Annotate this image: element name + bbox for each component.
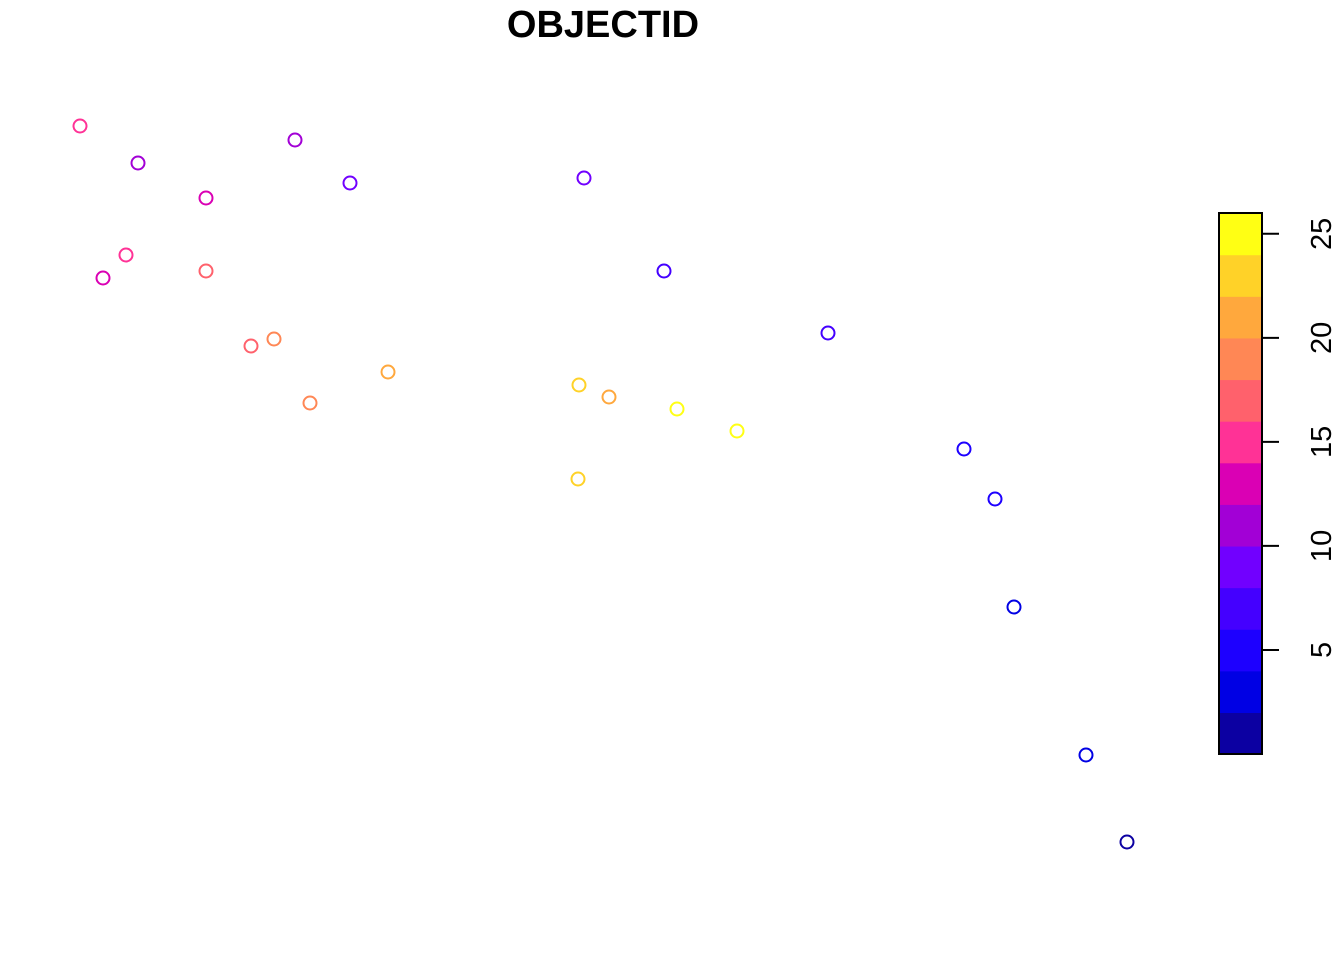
data-point (601, 389, 617, 405)
data-point (576, 170, 592, 186)
colorbar-cell (1219, 254, 1262, 297)
data-point (1119, 834, 1135, 850)
data-point (656, 263, 672, 279)
data-point (380, 364, 396, 380)
colorbar-cell (1219, 421, 1262, 464)
data-point (570, 471, 586, 487)
data-point (1078, 747, 1094, 763)
colorbar-cell (1219, 587, 1262, 630)
colorbar-tick-label: 5 (1306, 642, 1338, 658)
data-point (571, 377, 587, 393)
chart-title: OBJECTID (507, 4, 699, 46)
data-point (820, 325, 836, 341)
data-point (198, 263, 214, 279)
color-legend: 5 10 15 20 25 (1218, 212, 1338, 755)
colorbar-cell (1219, 670, 1262, 713)
data-point (729, 423, 745, 439)
colorbar-cell (1219, 545, 1262, 589)
colorbar-cells (1219, 213, 1262, 755)
data-point (1006, 599, 1022, 615)
data-point (95, 270, 111, 286)
data-point (72, 118, 88, 134)
colorbar-tick-label: 15 (1306, 426, 1338, 458)
colorbar-cell (1219, 629, 1262, 672)
points-layer (72, 118, 1135, 850)
data-point (287, 132, 303, 148)
colorbar-ticks: 5 10 15 20 25 (1262, 218, 1338, 658)
data-point (130, 155, 146, 171)
colorbar-cell (1219, 712, 1262, 755)
colorbar-tick-label: 20 (1306, 322, 1338, 354)
data-point (266, 331, 282, 347)
data-point (243, 338, 259, 354)
colorbar-cell (1219, 213, 1262, 256)
data-point (198, 190, 214, 206)
data-point (987, 491, 1003, 507)
colorbar-cell (1219, 379, 1262, 422)
data-point (118, 247, 134, 263)
colorbar-cell (1219, 462, 1262, 505)
colorbar-frame (1218, 212, 1263, 755)
data-point (956, 441, 972, 457)
data-point (342, 175, 358, 191)
colorbar-cell (1219, 296, 1262, 339)
data-point (669, 401, 685, 417)
colorbar-cell (1219, 504, 1262, 547)
data-point (302, 395, 318, 411)
colorbar-tick-label: 25 (1306, 218, 1338, 250)
colorbar-tick-label: 10 (1306, 530, 1338, 562)
colorbar-cell (1219, 337, 1262, 381)
